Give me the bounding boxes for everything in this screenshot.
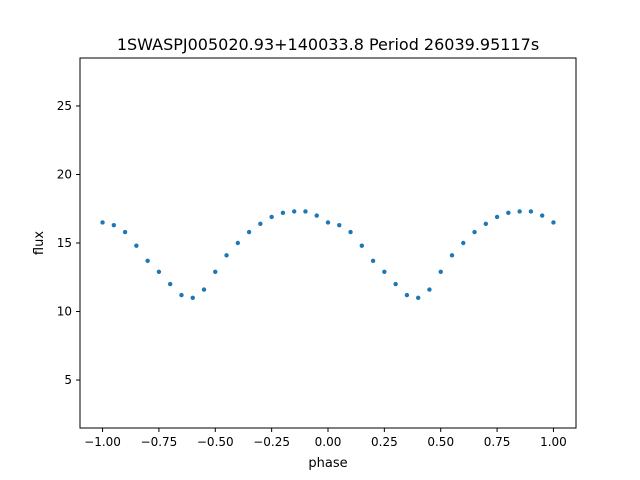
data-point (404, 292, 410, 298)
data-point (472, 229, 477, 235)
x-tick-label: 0.75 (484, 435, 511, 449)
data-point (246, 229, 252, 235)
data-point (280, 210, 286, 216)
data-point (370, 258, 376, 264)
data-point (291, 209, 297, 214)
data-point (551, 220, 556, 225)
data-point (224, 253, 229, 258)
x-tick-label: −0.25 (253, 435, 290, 449)
data-point (461, 240, 466, 246)
y-tick-label: 5 (64, 373, 72, 387)
data-point (258, 221, 263, 227)
data-point (179, 292, 184, 298)
data-point (528, 209, 534, 214)
data-point (100, 220, 105, 225)
data-point (427, 287, 432, 292)
data-point (337, 222, 342, 228)
x-axis-label: phase (308, 456, 347, 471)
data-point (213, 269, 218, 274)
data-point (506, 210, 511, 216)
x-tick-label: −0.50 (197, 435, 234, 449)
data-point (494, 214, 500, 220)
data-point (201, 287, 207, 292)
data-point (111, 222, 117, 228)
data-point (325, 220, 331, 225)
x-tick-label: −0.75 (141, 435, 178, 449)
data-point (134, 243, 139, 248)
y-axis: 5 10 15 20 25 (57, 99, 80, 387)
y-tick-label: 10 (57, 305, 72, 319)
y-tick-label: 20 (57, 167, 72, 181)
data-point (190, 295, 195, 301)
data-point (314, 213, 319, 218)
data-point (393, 281, 398, 287)
data-point (517, 209, 522, 214)
y-tick-label: 25 (57, 99, 72, 113)
x-tick-label: 0.50 (427, 435, 454, 449)
data-point (303, 209, 308, 214)
data-point (359, 243, 365, 248)
chart-title: 1SWASPJ005020.93+140033.8 Period 26039.9… (117, 35, 539, 54)
y-axis-label: flux (32, 231, 47, 255)
data-point (438, 269, 443, 274)
data-point (483, 221, 489, 227)
data-point (348, 229, 353, 235)
x-tick-label: 0.25 (371, 435, 398, 449)
x-tick-label: −1.00 (84, 435, 121, 449)
data-points (100, 209, 556, 301)
data-point (382, 269, 387, 274)
data-point (156, 269, 162, 274)
data-point (449, 253, 455, 258)
data-point (539, 213, 545, 218)
y-tick-label: 15 (57, 236, 72, 250)
data-point (269, 214, 274, 220)
data-point (415, 295, 421, 301)
data-point (122, 229, 128, 235)
x-axis: −1.00 −0.75 −0.50 −0.25 0.00 0.25 0.50 0.75 1.00 (84, 428, 567, 449)
x-tick-label: 1.00 (540, 435, 567, 449)
data-point (167, 281, 173, 287)
data-point (145, 258, 150, 264)
data-point (235, 240, 241, 246)
x-tick-label: 0.00 (315, 435, 342, 449)
